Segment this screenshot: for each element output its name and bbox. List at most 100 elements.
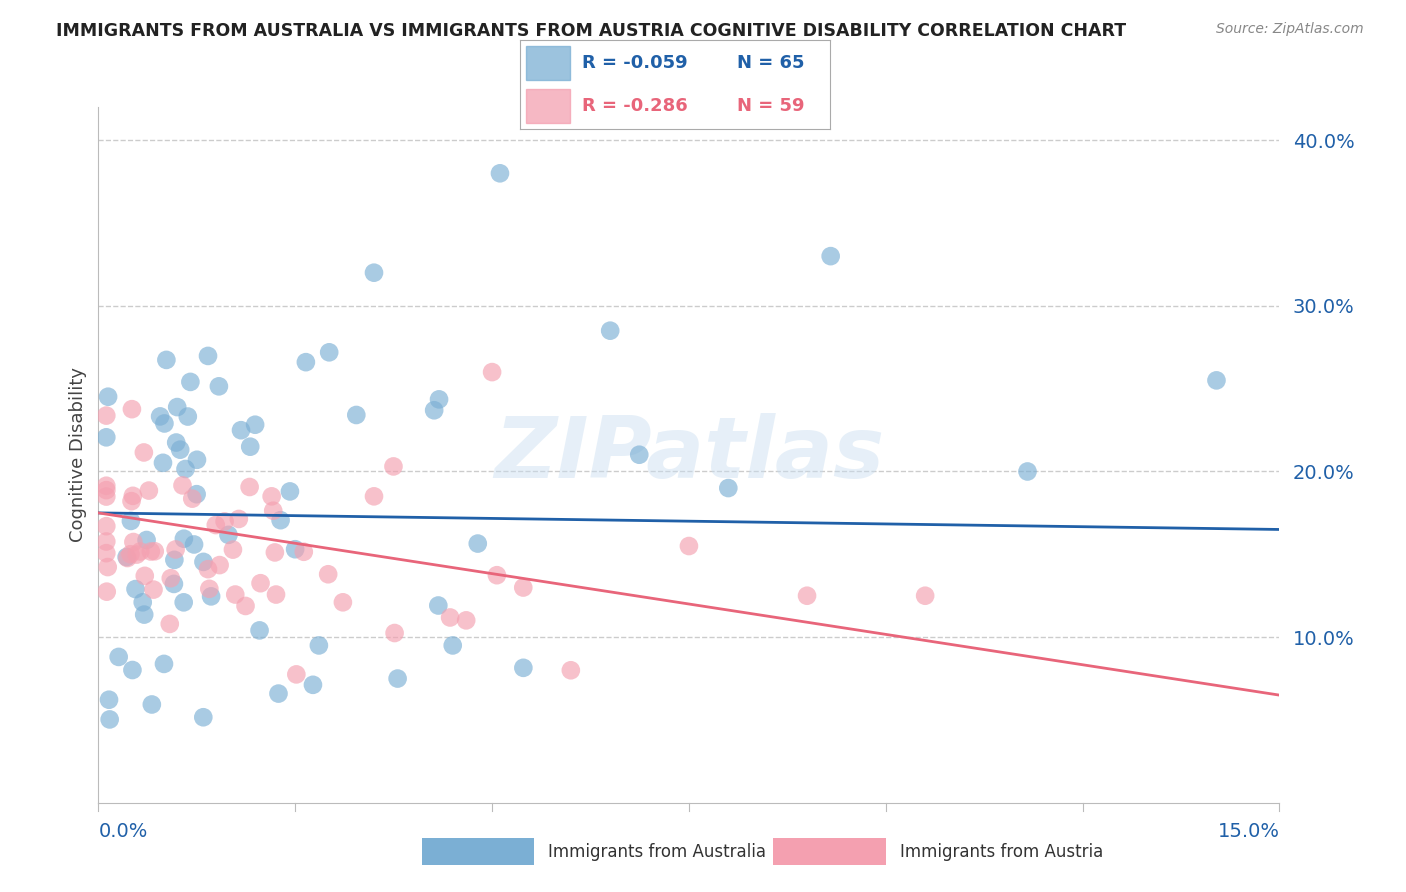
Point	[427, 599, 450, 613]
Point	[121, 494, 143, 508]
Point	[512, 661, 534, 675]
Text: R = -0.059: R = -0.059	[582, 54, 688, 72]
Point	[208, 379, 231, 393]
Point	[249, 624, 271, 638]
Point	[197, 562, 219, 576]
Point	[717, 481, 740, 495]
Text: IMMIGRANTS FROM AUSTRALIA VS IMMIGRANTS FROM AUSTRIA COGNITIVE DISABILITY CORREL: IMMIGRANTS FROM AUSTRALIA VS IMMIGRANTS …	[56, 22, 1126, 40]
Point	[193, 710, 215, 724]
Point	[183, 537, 205, 551]
Point	[142, 582, 165, 597]
Point	[135, 533, 157, 547]
Point	[249, 576, 271, 591]
Y-axis label: Cognitive Disability: Cognitive Disability	[69, 368, 87, 542]
Point	[382, 459, 405, 474]
Text: N = 59: N = 59	[737, 97, 804, 115]
Point	[96, 534, 118, 549]
Point	[262, 504, 284, 518]
Point	[96, 584, 118, 599]
Point	[132, 445, 155, 459]
Point	[1205, 373, 1227, 387]
Point	[96, 409, 118, 423]
Point	[179, 375, 201, 389]
Point	[141, 698, 163, 712]
Point	[318, 345, 340, 359]
Point	[163, 577, 186, 591]
Point	[278, 484, 301, 499]
Text: 15.0%: 15.0%	[1218, 822, 1279, 841]
Bar	[526, 89, 569, 123]
Point	[97, 390, 120, 404]
Point	[193, 555, 215, 569]
Point	[153, 657, 176, 671]
Point	[295, 355, 318, 369]
Point	[481, 365, 503, 379]
Point	[243, 417, 266, 432]
Point	[302, 678, 325, 692]
Point	[181, 491, 204, 506]
Point	[208, 558, 231, 572]
Point	[124, 582, 146, 596]
Text: ZIPatlas: ZIPatlas	[494, 413, 884, 497]
Point	[149, 409, 172, 424]
Point	[387, 672, 409, 686]
Point	[204, 518, 226, 533]
Point	[796, 589, 818, 603]
Point	[163, 553, 186, 567]
Point	[228, 512, 250, 526]
Point	[121, 402, 143, 417]
Point	[197, 349, 219, 363]
Point	[439, 610, 461, 624]
Point	[332, 595, 354, 609]
Point	[218, 528, 240, 542]
Point	[96, 479, 118, 493]
Point	[174, 462, 197, 476]
Point	[441, 639, 464, 653]
Point	[159, 571, 181, 585]
Point	[200, 590, 222, 604]
Point	[267, 687, 290, 701]
Point	[173, 595, 195, 609]
Point	[117, 551, 139, 566]
Text: Immigrants from Australia: Immigrants from Australia	[548, 843, 766, 861]
Point	[427, 392, 450, 407]
Point	[820, 249, 842, 263]
Point	[159, 616, 181, 631]
Point	[143, 544, 166, 558]
Point	[115, 549, 138, 564]
Point	[134, 607, 156, 622]
Point	[152, 456, 174, 470]
Point	[165, 435, 187, 450]
Point	[138, 483, 160, 498]
Point	[214, 515, 236, 529]
Point	[1017, 465, 1039, 479]
Point	[139, 544, 162, 558]
Text: Source: ZipAtlas.com: Source: ZipAtlas.com	[1216, 22, 1364, 37]
Point	[363, 266, 385, 280]
Text: Immigrants from Austria: Immigrants from Austria	[900, 843, 1104, 861]
Point	[186, 452, 208, 467]
Point	[97, 560, 120, 574]
Point	[344, 408, 367, 422]
Point	[423, 403, 446, 417]
Point	[177, 409, 200, 424]
Point	[107, 649, 129, 664]
Point	[467, 536, 489, 550]
Point	[155, 352, 177, 367]
Point	[153, 417, 176, 431]
Point	[96, 483, 118, 497]
Point	[363, 489, 385, 503]
Point	[384, 626, 406, 640]
Point	[239, 480, 262, 494]
Point	[316, 567, 339, 582]
Point	[96, 519, 118, 533]
Point	[121, 663, 143, 677]
Point	[914, 589, 936, 603]
Point	[222, 542, 245, 557]
Point	[120, 547, 142, 561]
Point	[292, 545, 315, 559]
Point	[166, 400, 188, 414]
Point	[134, 569, 156, 583]
Point	[260, 489, 283, 503]
Point	[284, 542, 307, 557]
